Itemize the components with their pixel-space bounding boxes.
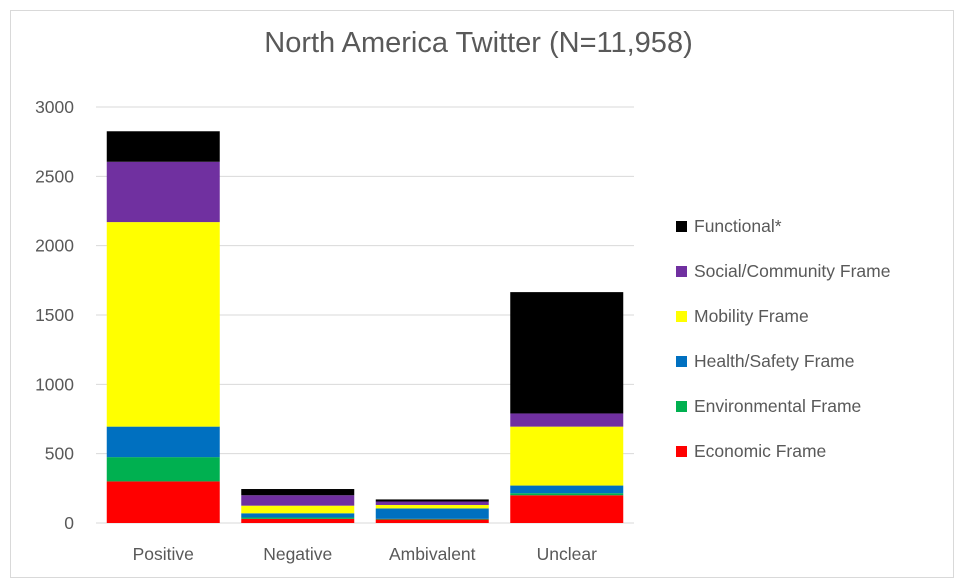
legend-item: Functional* <box>676 204 948 249</box>
bar-segment <box>106 161 220 223</box>
legend-swatch <box>676 356 687 367</box>
bar-segment <box>241 489 355 496</box>
legend-label: Environmental Frame <box>694 396 862 416</box>
legend-swatch <box>676 311 687 322</box>
y-tick-label: 2500 <box>35 166 74 186</box>
bar-segment <box>241 513 355 518</box>
bar-segment <box>375 499 489 502</box>
bar-segment <box>375 501 489 505</box>
bar-segment <box>241 505 355 514</box>
bar-segment <box>510 426 624 486</box>
y-tick-label: 500 <box>45 444 74 464</box>
x-tick-label: Unclear <box>537 544 597 564</box>
x-tick-label: Ambivalent <box>389 544 476 564</box>
bar-segment <box>375 519 489 523</box>
y-tick-label: 3000 <box>35 97 74 117</box>
bar-segment <box>375 518 489 520</box>
bar-segment <box>510 495 624 523</box>
bar-segment <box>106 222 220 427</box>
bars <box>106 131 624 523</box>
legend-swatch <box>676 446 687 457</box>
legend-swatch <box>676 266 687 277</box>
legend-label: Health/Safety Frame <box>694 351 855 371</box>
legend-item: Social/Community Frame <box>676 249 948 294</box>
legend-item: Economic Frame <box>676 429 948 474</box>
bar-segment <box>375 504 489 509</box>
bar-segment <box>106 481 220 523</box>
bar-segment <box>510 493 624 496</box>
legend-item: Environmental Frame <box>676 384 948 429</box>
axes: 0 500 1000 1500 2000 2500 3000 Positive Negative… <box>35 97 597 564</box>
y-tick-label: 1000 <box>35 374 74 394</box>
legend-swatch <box>676 401 687 412</box>
bar-segment <box>510 292 624 414</box>
chart-title: North America Twitter (N=11,958) <box>264 27 693 59</box>
bar-segment <box>510 413 624 427</box>
y-tick-label: 0 <box>64 513 74 533</box>
legend-label: Functional* <box>694 216 782 236</box>
legend-item: Mobility Frame <box>676 294 948 339</box>
x-tick-label: Negative <box>263 544 332 564</box>
legend: Functional* Social/Community Frame Mobilit… <box>676 204 948 474</box>
bar-segment <box>241 518 355 523</box>
bar-segment <box>106 426 220 458</box>
bar-segment <box>106 457 220 482</box>
bar-segment <box>241 495 355 506</box>
bar-segment <box>106 131 220 162</box>
bar-segment <box>375 508 489 519</box>
x-tick-label: Positive <box>133 544 194 564</box>
bar-segment <box>241 517 355 519</box>
legend-label: Social/Community Frame <box>694 261 891 281</box>
legend-item: Health/Safety Frame <box>676 339 948 384</box>
bar-segment <box>510 485 624 494</box>
y-tick-label: 1500 <box>35 305 74 325</box>
y-tick-label: 2000 <box>35 236 74 256</box>
legend-swatch <box>676 221 687 232</box>
legend-label: Mobility Frame <box>694 306 809 326</box>
legend-label: Economic Frame <box>694 441 827 461</box>
